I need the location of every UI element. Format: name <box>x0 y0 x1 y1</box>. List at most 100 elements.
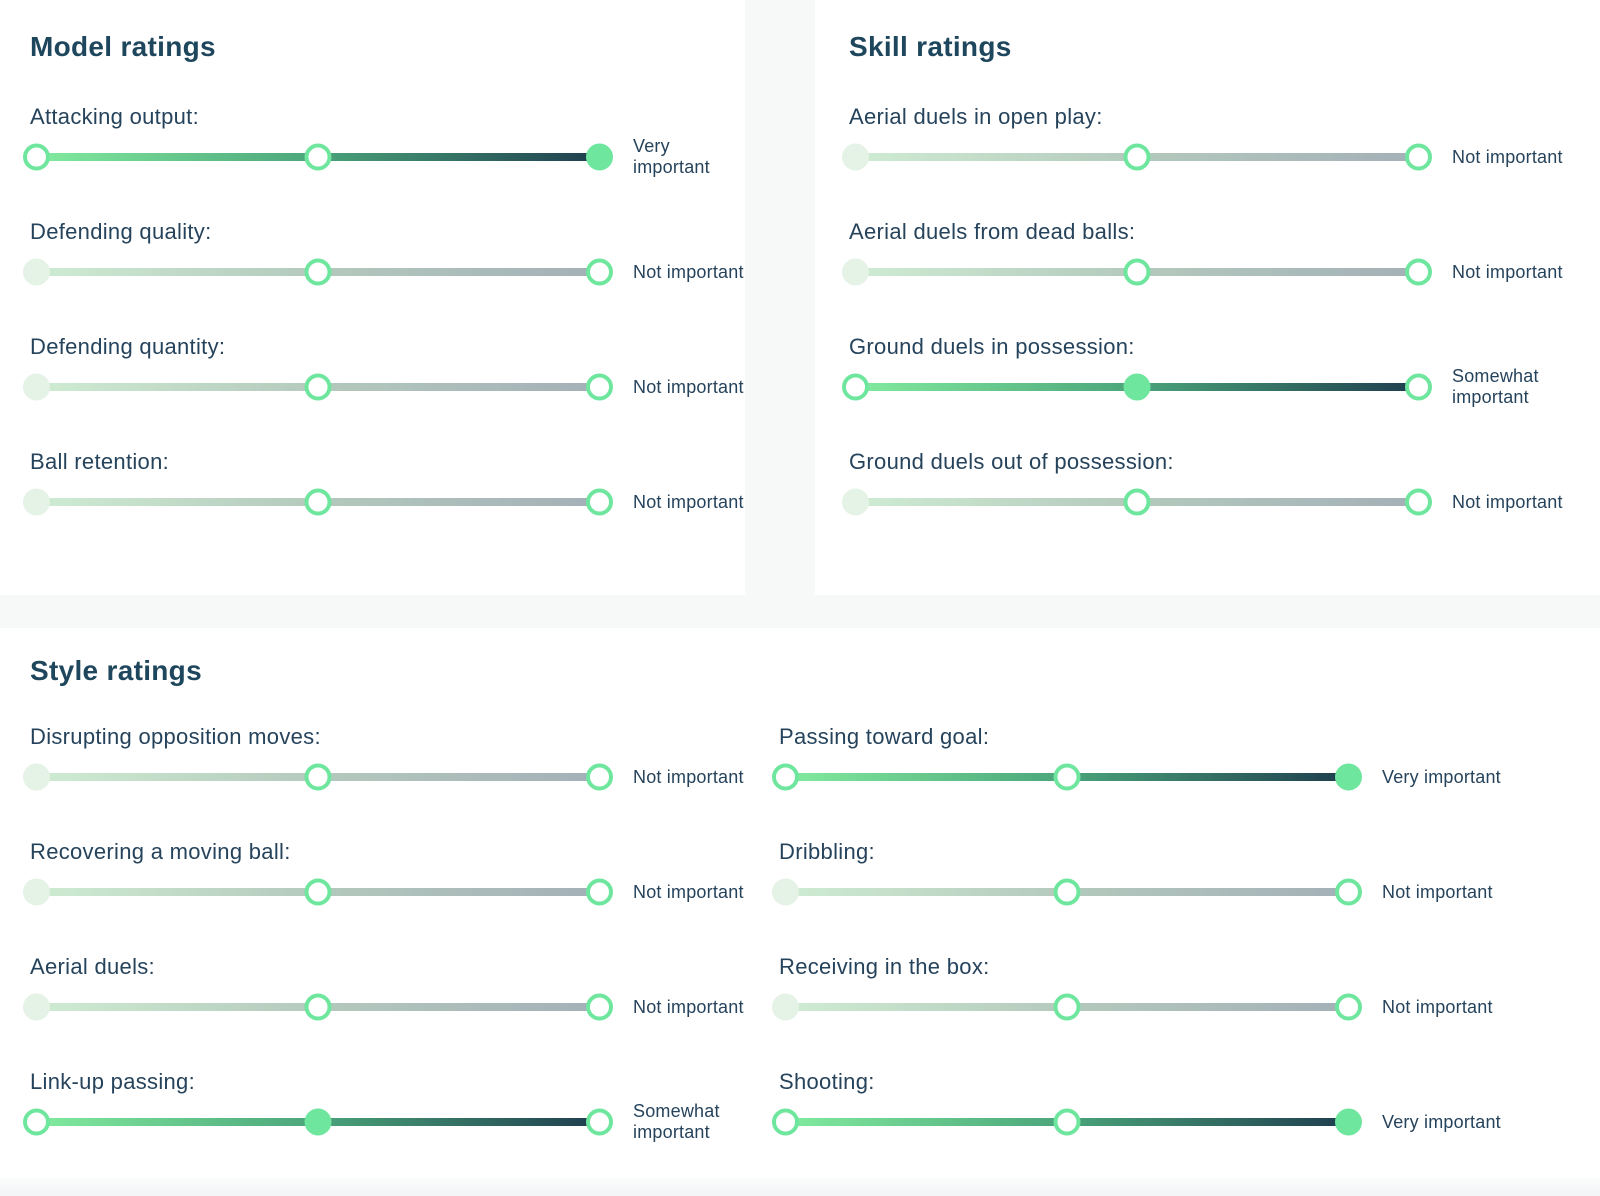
slider-handle-right[interactable] <box>586 488 613 516</box>
rating-label: Aerial duels from dead balls: <box>849 219 1136 244</box>
slider-handle-right[interactable] <box>586 258 613 286</box>
importance-label: Not important <box>633 376 744 397</box>
slider-handle-middle[interactable] <box>1123 373 1151 401</box>
importance-label: Very important <box>1382 766 1501 787</box>
rating-label: Receiving in the box: <box>779 954 990 979</box>
rating-label: Shooting: <box>779 1069 875 1094</box>
slider-handle-left[interactable] <box>23 993 50 1021</box>
slider-handle-right[interactable] <box>586 1108 613 1136</box>
importance-label: Not important <box>1452 491 1563 512</box>
rating-label: Disrupting opposition moves: <box>30 724 321 749</box>
slider-dribbling[interactable] <box>772 877 1362 907</box>
slider-handle-middle[interactable] <box>304 143 332 171</box>
slider-handle-middle[interactable] <box>304 488 332 516</box>
slider-handle-right[interactable] <box>586 143 613 171</box>
slider-handle-middle[interactable] <box>1053 1108 1081 1136</box>
rating-label: Aerial duels: <box>30 954 155 979</box>
slider-handle-right[interactable] <box>1405 143 1432 171</box>
rating-row: Defending quality: Not important <box>23 217 745 287</box>
rating-label: Ball retention: <box>30 449 170 474</box>
slider-passing-toward-goal[interactable] <box>772 762 1362 792</box>
importance-label: Somewhat important <box>633 1101 720 1142</box>
slider-handle-middle[interactable] <box>1123 488 1151 516</box>
slider-handle-middle[interactable] <box>1053 763 1081 791</box>
slider-handle-left[interactable] <box>772 1108 799 1136</box>
model-ratings-title: Model ratings <box>30 31 216 62</box>
slider-handle-left[interactable] <box>23 143 50 171</box>
rating-row: Aerial duels in open play: Not important <box>842 102 1600 172</box>
slider-handle-middle[interactable] <box>1053 993 1081 1021</box>
slider-handle-middle[interactable] <box>1123 143 1151 171</box>
slider-handle-right[interactable] <box>1335 1108 1362 1136</box>
slider-handle-right[interactable] <box>1335 878 1362 906</box>
slider-handle-left[interactable] <box>842 373 869 401</box>
slider-handle-left[interactable] <box>23 1108 50 1136</box>
slider-handle-middle[interactable] <box>1123 258 1151 286</box>
slider-handle-middle[interactable] <box>304 1108 332 1136</box>
style-right-column: Passing toward goal: Very important Drib… <box>745 722 1600 1137</box>
slider-handle-right[interactable] <box>586 373 613 401</box>
rating-row: Aerial duels from dead balls: Not import… <box>842 217 1600 287</box>
slider-handle-right[interactable] <box>1335 993 1362 1021</box>
skill-ratings-card: Skill ratings Aerial duels in open play:… <box>815 0 1600 595</box>
slider-handle-middle[interactable] <box>304 258 332 286</box>
slider-handle-middle[interactable] <box>304 993 332 1021</box>
slider-handle-right[interactable] <box>586 878 613 906</box>
rating-label: Defending quantity: <box>30 334 226 359</box>
slider-handle-middle[interactable] <box>304 373 332 401</box>
slider-ground-duels-in-possession[interactable] <box>842 372 1432 402</box>
slider-handle-middle[interactable] <box>1053 878 1081 906</box>
slider-recovering-moving-ball[interactable] <box>23 877 613 907</box>
rating-row: Disrupting opposition moves: Not importa… <box>23 722 745 792</box>
slider-handle-middle[interactable] <box>304 763 332 791</box>
rating-label: Ground duels out of possession: <box>849 449 1174 474</box>
slider-handle-left[interactable] <box>772 993 799 1021</box>
importance-label: Not important <box>633 491 744 512</box>
slider-defending-quality[interactable] <box>23 257 613 287</box>
rating-row: Recovering a moving ball: Not important <box>23 837 745 907</box>
slider-handle-right[interactable] <box>1405 258 1432 286</box>
rating-row: Link-up passing: Somewhat important <box>23 1067 745 1142</box>
importance-label: Very important <box>1382 1111 1501 1132</box>
slider-handle-left[interactable] <box>772 763 799 791</box>
slider-ball-retention[interactable] <box>23 487 613 517</box>
slider-attacking-output[interactable] <box>23 142 613 172</box>
slider-handle-left[interactable] <box>23 763 50 791</box>
slider-ground-duels-out-of-possession[interactable] <box>842 487 1432 517</box>
importance-label: Very important <box>633 136 710 177</box>
style-left-column: Disrupting opposition moves: Not importa… <box>0 722 745 1142</box>
slider-handle-left[interactable] <box>842 258 869 286</box>
bottom-page-background-band <box>0 1178 1600 1196</box>
importance-label: Not important <box>1382 881 1493 902</box>
slider-aerial-duels-open-play[interactable] <box>842 142 1432 172</box>
slider-handle-left[interactable] <box>23 878 50 906</box>
slider-handle-left[interactable] <box>842 488 869 516</box>
slider-handle-right[interactable] <box>1405 373 1432 401</box>
slider-handle-right[interactable] <box>1405 488 1432 516</box>
slider-handle-left[interactable] <box>23 373 50 401</box>
rating-label: Dribbling: <box>779 839 875 864</box>
slider-aerial-duels-dead-balls[interactable] <box>842 257 1432 287</box>
importance-label: Somewhat important <box>1452 366 1539 407</box>
rating-row: Ball retention: Not important <box>23 447 745 517</box>
slider-handle-right[interactable] <box>1335 763 1362 791</box>
slider-handle-left[interactable] <box>23 488 50 516</box>
slider-disrupting-opposition-moves[interactable] <box>23 762 613 792</box>
slider-handle-left[interactable] <box>772 878 799 906</box>
slider-defending-quantity[interactable] <box>23 372 613 402</box>
model-ratings-card: Model ratings Attacking output: Very imp… <box>0 0 745 595</box>
rating-row: Shooting: Very important <box>772 1067 1600 1137</box>
rating-row: Ground duels out of possession: Not impo… <box>842 447 1600 517</box>
rating-row: Attacking output: Very important <box>23 102 745 177</box>
slider-link-up-passing[interactable] <box>23 1107 613 1137</box>
rating-label: Defending quality: <box>30 219 212 244</box>
slider-handle-middle[interactable] <box>304 878 332 906</box>
slider-handle-left[interactable] <box>23 258 50 286</box>
slider-handle-right[interactable] <box>586 993 613 1021</box>
importance-label: Not important <box>1382 996 1493 1017</box>
slider-handle-right[interactable] <box>586 763 613 791</box>
slider-receiving-in-the-box[interactable] <box>772 992 1362 1022</box>
slider-handle-left[interactable] <box>842 143 869 171</box>
slider-aerial-duels[interactable] <box>23 992 613 1022</box>
slider-shooting[interactable] <box>772 1107 1362 1137</box>
